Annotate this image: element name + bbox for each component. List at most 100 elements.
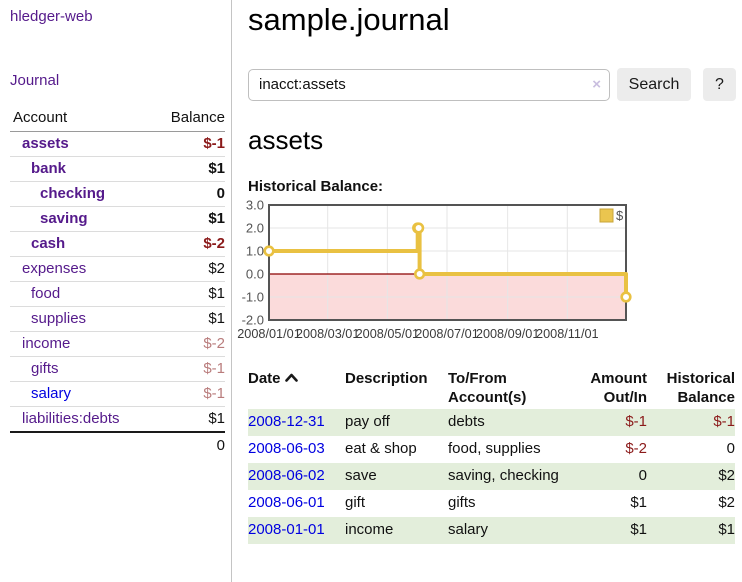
transaction-accounts: salary xyxy=(448,517,570,544)
account-row: checking 0 xyxy=(10,181,225,207)
transaction-amount: $-2 xyxy=(625,440,647,457)
account-row: bank $1 xyxy=(10,156,225,182)
account-link[interactable]: saving xyxy=(40,210,88,227)
register-row: 2008-06-02 save saving, checking 0 $2 xyxy=(248,463,735,490)
account-balance: $-2 xyxy=(151,231,225,257)
register-header-row: Date Description To/From Account(s) Amou… xyxy=(248,367,735,409)
account-link[interactable]: salary xyxy=(31,385,72,402)
account-balance: $-1 xyxy=(151,131,225,157)
account-link[interactable]: cash xyxy=(31,235,66,252)
account-balance: $1 xyxy=(151,306,225,332)
transaction-accounts: saving, checking xyxy=(448,463,570,490)
transaction-date-link[interactable]: 2008-06-03 xyxy=(248,440,325,457)
sidebar: hledger-web Journal Account Balance asse… xyxy=(0,0,232,582)
svg-text:-2.0: -2.0 xyxy=(242,313,264,328)
account-link[interactable]: assets xyxy=(22,135,69,152)
account-link[interactable]: checking xyxy=(40,185,106,202)
account-link[interactable]: food xyxy=(31,285,61,302)
account-link[interactable]: bank xyxy=(31,160,67,177)
transaction-balance: $-1 xyxy=(647,409,735,436)
svg-text:0.0: 0.0 xyxy=(246,267,264,282)
register-row: 2008-01-01 income salary $1 $1 xyxy=(248,517,735,544)
app-brand-link[interactable]: hledger-web xyxy=(10,8,93,25)
transaction-description: pay off xyxy=(345,409,448,436)
transaction-description: gift xyxy=(345,494,366,511)
chart-title: Historical Balance: xyxy=(248,178,384,195)
accounts-total-value: 0 xyxy=(151,431,225,458)
account-balance: $-1 xyxy=(151,381,225,407)
accounts-header-account: Account xyxy=(10,106,152,132)
transaction-balance: $2 xyxy=(647,463,735,490)
account-row: assets $-1 xyxy=(10,131,225,157)
transaction-balance: $2 xyxy=(718,494,735,511)
register-row: 2008-12-31 pay off debts $-1 $-1 xyxy=(248,409,735,436)
account-heading: assets xyxy=(248,125,324,155)
account-row: supplies $1 xyxy=(10,306,225,332)
svg-text:-1.0: -1.0 xyxy=(242,290,264,305)
account-row: salary $-1 xyxy=(10,381,225,407)
register-row: 2008-06-01 gift gifts $1 $2 xyxy=(248,490,735,517)
transaction-description: income xyxy=(345,517,448,544)
accounts-header-row: Account Balance xyxy=(10,106,225,132)
register-table: Date Description To/From Account(s) Amou… xyxy=(248,367,735,544)
account-link[interactable]: expenses xyxy=(22,260,87,277)
transaction-date-link[interactable]: 2008-12-31 xyxy=(248,413,325,430)
account-balance: 0 xyxy=(151,181,225,207)
account-balance: $-2 xyxy=(151,331,225,357)
plot-border xyxy=(268,204,627,321)
sidebar-nav: Journal xyxy=(10,72,224,90)
chart-container: 3.0 2.0 1.0 0.0 -1.0 -2.0 2008/01/01 2008/03/01… xyxy=(237,198,736,357)
main-content: sample.journal × Search ? assets Histori… xyxy=(232,0,742,582)
data-point-marker xyxy=(263,245,275,257)
sidebar-item-journal[interactable]: Journal xyxy=(10,72,60,89)
register-row: 2008-06-03 eat & shop food, supplies $-2 0 xyxy=(248,436,735,463)
transaction-date-link[interactable]: 2008-01-01 xyxy=(248,521,325,538)
account-link[interactable]: income xyxy=(22,335,71,352)
account-link[interactable]: supplies xyxy=(31,310,87,327)
transaction-description: save xyxy=(345,463,448,490)
transaction-amount: 0 xyxy=(570,463,647,490)
accounts-header-balance: Balance xyxy=(151,106,225,132)
transaction-amount: $-1 xyxy=(570,409,647,436)
sort-by-date-link[interactable]: Date xyxy=(248,370,298,387)
transaction-amount: $1 xyxy=(630,494,647,511)
svg-text:2008/07/01: 2008/07/01 xyxy=(415,327,479,341)
register-header-amount: Amount Out/In xyxy=(590,370,647,406)
account-link[interactable]: gifts xyxy=(31,360,59,377)
transaction-accounts: food, supplies xyxy=(448,440,541,457)
search-button[interactable]: Search xyxy=(617,68,691,101)
account-link[interactable]: liabilities:debts xyxy=(22,410,120,427)
help-button[interactable]: ? xyxy=(703,68,736,101)
data-point-marker xyxy=(620,291,632,303)
svg-text:2008/05/01: 2008/05/01 xyxy=(356,327,420,341)
account-balance: $1 xyxy=(151,281,225,307)
sort-ascending-icon xyxy=(284,369,298,388)
svg-text:1.0: 1.0 xyxy=(246,244,264,259)
search-form: × Search ? xyxy=(248,68,736,101)
svg-text:2.0: 2.0 xyxy=(246,221,264,236)
transaction-balance: $1 xyxy=(647,517,735,544)
account-row: saving $1 xyxy=(10,206,225,232)
accounts-table: Account Balance assets $-1 bank $1 checking 0… xyxy=(10,106,225,458)
account-row: income $-2 xyxy=(10,331,225,357)
clear-search-icon[interactable]: × xyxy=(592,75,601,93)
account-balance: $-1 xyxy=(151,356,225,382)
register-header-description: Description xyxy=(345,370,428,387)
historical-balance-chart: 3.0 2.0 1.0 0.0 -1.0 -2.02008/01/012008/03/01… xyxy=(237,198,632,341)
register-header-date: Date xyxy=(248,367,345,409)
legend-swatch xyxy=(599,208,614,223)
svg-text:2008/03/01: 2008/03/01 xyxy=(296,327,360,341)
transaction-balance: 0 xyxy=(726,440,735,457)
account-row: liabilities:debts $1 xyxy=(10,406,225,433)
account-balance: $1 xyxy=(151,156,225,182)
account-row: food $1 xyxy=(10,281,225,307)
transaction-date-link[interactable]: 2008-06-02 xyxy=(248,467,325,484)
transaction-date-link[interactable]: 2008-06-01 xyxy=(248,494,325,511)
search-input[interactable] xyxy=(248,68,610,101)
transaction-description: eat & shop xyxy=(345,440,417,457)
transaction-accounts: gifts xyxy=(448,494,476,511)
transaction-accounts: debts xyxy=(448,409,570,436)
svg-text:3.0: 3.0 xyxy=(246,198,264,213)
data-point-marker xyxy=(414,268,426,280)
